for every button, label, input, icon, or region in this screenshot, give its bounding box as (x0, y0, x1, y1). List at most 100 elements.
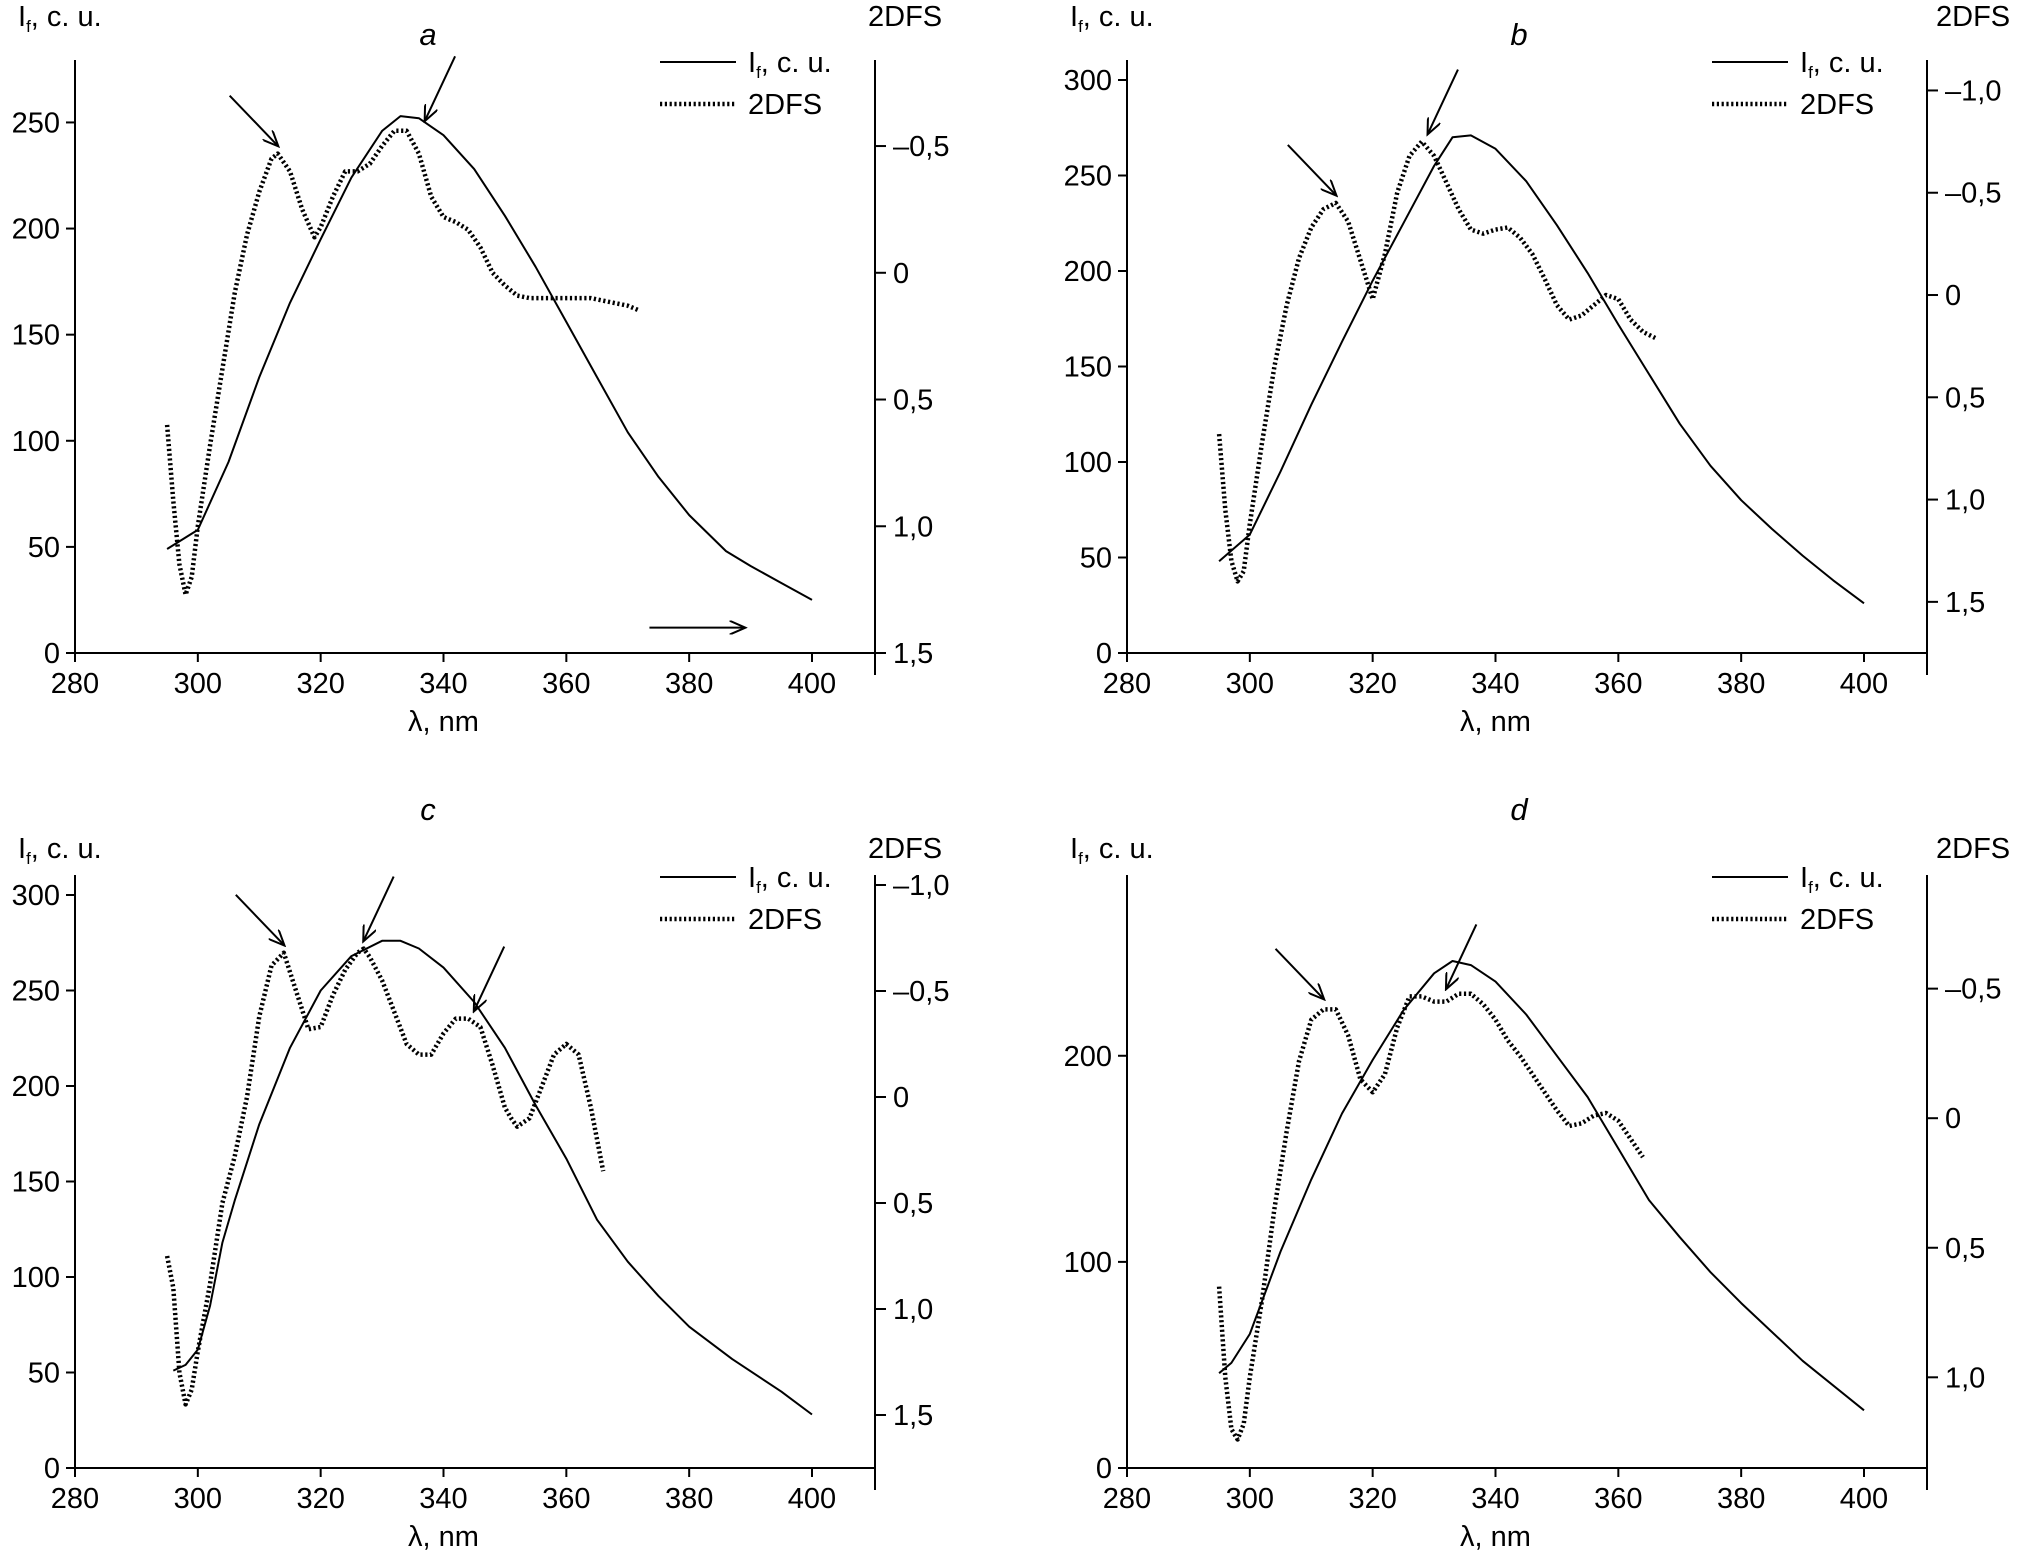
x-tick-label: 380 (665, 1483, 713, 1515)
x-axis-label: λ, nm (1460, 1521, 1531, 1553)
x-tick-label: 360 (542, 668, 590, 700)
y-right-axis-label: 2DFS (868, 1, 942, 33)
y-left-tick-label: 50 (1080, 543, 1112, 575)
annotation-arrow (228, 94, 278, 146)
y-right-tick-label: –1,0 (893, 870, 949, 902)
y-right-tick-label: 1,0 (893, 511, 933, 543)
annotation-arrow (364, 876, 395, 941)
y-right-tick-label: 0,5 (1945, 1233, 1985, 1265)
y-left-tick-label: 300 (1064, 65, 1112, 97)
panel-letter: c (420, 792, 436, 827)
y-left-tick-label: 200 (12, 1071, 60, 1103)
y-left-tick-label: 150 (1064, 352, 1112, 384)
y-left-tick-label: 300 (12, 880, 60, 912)
y-left-tick-label: 100 (1064, 1247, 1112, 1279)
annotation-arrow (1428, 69, 1459, 134)
y-left-tick-label: 50 (28, 532, 60, 564)
annotation-arrow (425, 55, 456, 120)
y-left-axis-label: If, c. u. (18, 1, 102, 36)
y-right-tick-label: 0,5 (893, 1188, 933, 1220)
series-if-line (1218, 134, 1865, 605)
panel-letter: d (1510, 792, 1529, 827)
x-tick-label: 320 (296, 668, 344, 700)
y-left-tick-label: 0 (44, 1453, 60, 1485)
y-right-axis-label: 2DFS (1936, 1, 2010, 33)
legend-label-if: If, c. u. (1800, 862, 1884, 897)
series-2dfs-line (164, 946, 606, 1407)
legend-label-2dfs: 2DFS (1800, 89, 1874, 121)
x-tick-label: 280 (51, 1483, 99, 1515)
y-right-tick-label: –0,5 (893, 976, 949, 1008)
x-tick-label: 400 (788, 1483, 836, 1515)
x-tick-label: 340 (419, 668, 467, 700)
y-left-tick-label: 150 (12, 320, 60, 352)
y-right-tick-label: 0 (893, 1082, 909, 1114)
y-right-tick-label: –0,5 (1945, 974, 2001, 1006)
series-if-line (172, 939, 813, 1416)
series-2dfs-line (1216, 991, 1645, 1442)
panel-d: 280 300 320 340 360 380 400 λ, nm 0 100 200 1,0 0,5 0… (1064, 792, 2011, 1553)
x-tick-label: 320 (1348, 668, 1396, 700)
x-tick-label: 340 (419, 1483, 467, 1515)
y-left-tick-label: 200 (1064, 256, 1112, 288)
x-tick-label: 340 (1471, 1483, 1519, 1515)
x-tick-label: 360 (542, 1483, 590, 1515)
annotation-arrow (235, 894, 284, 945)
panel-b: 280 300 320 340 360 380 400 λ, nm 0 50 100 150 200 25… (1064, 1, 2011, 738)
y-left-tick-label: 0 (1096, 638, 1112, 670)
y-left-tick-label: 150 (12, 1167, 60, 1199)
annotation-arrow (1446, 923, 1478, 988)
y-right-tick-label: 0 (1945, 280, 1961, 312)
x-tick-label: 280 (51, 668, 99, 700)
series-if-line (166, 115, 813, 601)
y-left-tick-label: 100 (12, 1262, 60, 1294)
legend-label-2dfs: 2DFS (1800, 904, 1874, 936)
y-right-tick-label: –0,5 (893, 131, 949, 163)
panel-c: 280 300 320 340 360 380 400 λ, nm 0 50 100 150 200 25… (12, 792, 950, 1553)
x-tick-label: 320 (296, 1483, 344, 1515)
x-tick-label: 320 (1348, 1483, 1396, 1515)
y-left-tick-label: 250 (12, 107, 60, 139)
x-tick-label: 300 (1226, 668, 1274, 700)
y-left-axis-label: If, c. u. (1070, 833, 1154, 868)
y-right-axis-label: 2DFS (868, 833, 942, 865)
x-tick-label: 300 (174, 1483, 222, 1515)
x-tick-label: 300 (1226, 1483, 1274, 1515)
x-tick-label: 360 (1594, 1483, 1642, 1515)
panel-a: 280 300 320 340 360 380 400 λ, nm 0 50 100 150 200 25… (12, 1, 950, 738)
y-right-tick-label: 0,5 (893, 385, 933, 417)
x-tick-label: 300 (174, 668, 222, 700)
y-right-tick-label: 0 (1945, 1103, 1961, 1135)
x-tick-label: 380 (665, 668, 713, 700)
panel-letter: a (419, 17, 436, 52)
series-if-line (1218, 960, 1865, 1412)
y-left-tick-label: 200 (1064, 1041, 1112, 1073)
x-tick-label: 380 (1717, 1483, 1765, 1515)
y-right-tick-label: 0 (893, 258, 909, 290)
x-tick-label: 400 (788, 668, 836, 700)
y-left-tick-label: 0 (1096, 1453, 1112, 1485)
panel-letter: b (1510, 17, 1527, 52)
y-left-tick-label: 50 (28, 1358, 60, 1390)
legend-label-2dfs: 2DFS (748, 89, 822, 121)
annotation-arrow (1274, 948, 1324, 999)
series-2dfs-line (164, 128, 641, 597)
x-tick-label: 340 (1471, 668, 1519, 700)
legend-label-if: If, c. u. (748, 47, 832, 82)
y-left-tick-label: 100 (1064, 447, 1112, 479)
x-tick-label: 280 (1103, 1483, 1151, 1515)
y-right-tick-label: 1,0 (893, 1294, 933, 1326)
y-right-tick-label: 1,5 (893, 1400, 933, 1432)
y-left-tick-label: 0 (44, 638, 60, 670)
x-tick-label: 280 (1103, 668, 1151, 700)
annotation-arrow (474, 946, 506, 1011)
legend-label-2dfs: 2DFS (748, 904, 822, 936)
legend-label-if: If, c. u. (748, 862, 832, 897)
y-right-tick-label: 1,0 (1945, 1362, 1985, 1394)
y-left-tick-label: 100 (12, 426, 60, 458)
y-left-tick-label: 200 (12, 214, 60, 246)
y-right-tick-label: 1,5 (1945, 587, 1985, 619)
y-right-axis-label: 2DFS (1936, 833, 2010, 865)
x-tick-label: 360 (1594, 668, 1642, 700)
